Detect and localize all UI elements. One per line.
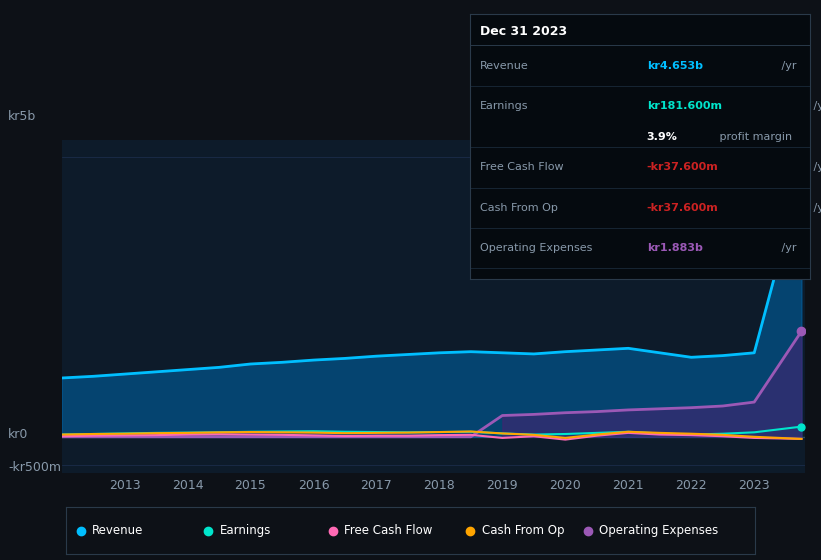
Text: Operating Expenses: Operating Expenses [599, 524, 718, 537]
Text: Free Cash Flow: Free Cash Flow [344, 524, 432, 537]
Text: /yr: /yr [810, 162, 821, 172]
Text: Earnings: Earnings [479, 101, 529, 111]
Text: Revenue: Revenue [479, 60, 529, 71]
Text: kr1.883b: kr1.883b [647, 243, 703, 253]
Text: -kr500m: -kr500m [8, 461, 62, 474]
Text: kr5b: kr5b [8, 110, 36, 123]
Text: Cash From Op: Cash From Op [482, 524, 564, 537]
Text: kr0: kr0 [8, 427, 29, 441]
Text: kr4.653b: kr4.653b [647, 60, 703, 71]
Text: Revenue: Revenue [92, 524, 143, 537]
Text: -kr37.600m: -kr37.600m [647, 203, 718, 213]
Text: Dec 31 2023: Dec 31 2023 [479, 25, 567, 38]
Text: /yr: /yr [777, 60, 796, 71]
Text: kr181.600m: kr181.600m [647, 101, 722, 111]
Text: profit margin: profit margin [716, 132, 791, 142]
Text: Operating Expenses: Operating Expenses [479, 243, 592, 253]
Text: 3.9%: 3.9% [647, 132, 677, 142]
Text: Free Cash Flow: Free Cash Flow [479, 162, 563, 172]
Text: /yr: /yr [810, 101, 821, 111]
Text: Earnings: Earnings [219, 524, 271, 537]
Text: -kr37.600m: -kr37.600m [647, 162, 718, 172]
Text: Cash From Op: Cash From Op [479, 203, 557, 213]
Text: /yr: /yr [810, 203, 821, 213]
Text: /yr: /yr [777, 243, 796, 253]
